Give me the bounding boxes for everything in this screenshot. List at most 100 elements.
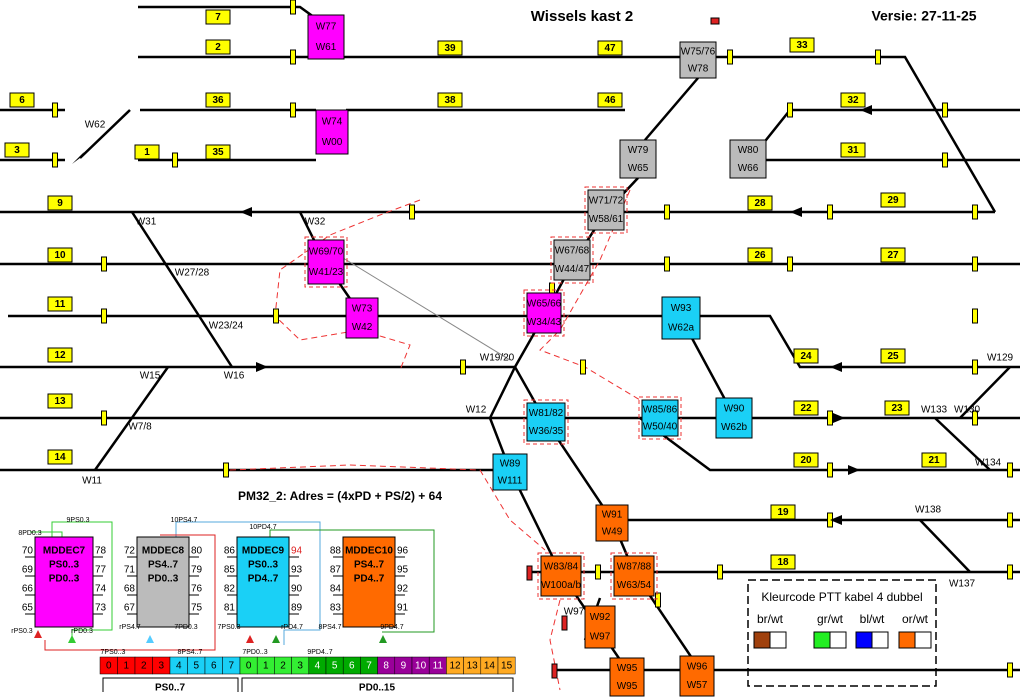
block-label: 11 (55, 299, 66, 310)
block-box (747, 247, 773, 263)
block-box (47, 195, 73, 211)
switch-label: W130 (954, 405, 981, 416)
pin-label: 90 (291, 584, 303, 595)
joint (101, 256, 107, 272)
pin-label: 66 (22, 584, 34, 595)
decoder-box (136, 536, 190, 628)
block-label: 31 (847, 145, 859, 156)
switch-box (641, 399, 679, 437)
joint (972, 256, 978, 272)
joint (787, 256, 793, 272)
legend-label: or/wt (902, 612, 929, 626)
wire-label: 7PD0.3 (174, 624, 197, 631)
decoder-box (34, 536, 94, 628)
joint (1007, 564, 1013, 580)
pin-label: 83 (330, 603, 342, 614)
bus-cell-label: 0 (106, 661, 112, 672)
switch-outline (638, 396, 682, 440)
switch-outline (550, 236, 594, 284)
bus-cell-label: 7 (228, 661, 234, 672)
switch-top: W71/72 (589, 195, 624, 206)
pin-label: 72 (124, 546, 136, 557)
link (329, 249, 511, 361)
joint (972, 308, 978, 324)
switch-label: W7/8 (128, 422, 152, 433)
switch-label: W137 (949, 579, 976, 590)
pin-label: 65 (22, 603, 34, 614)
block-label: 12 (54, 350, 66, 361)
legend-swatch (769, 631, 787, 649)
bus-cell-label: 2 (141, 661, 147, 672)
track (644, 77, 699, 141)
bus-cell-label: 1 (123, 661, 129, 672)
connector (34, 630, 42, 638)
block-label: 3 (14, 145, 20, 156)
switch-top: W87/88 (617, 561, 652, 572)
switch-box (595, 504, 629, 542)
joint (972, 410, 978, 426)
pin-label: 77 (95, 565, 107, 576)
bus-cell-label: 6 (211, 661, 217, 672)
joint (595, 564, 601, 580)
decoder-text: PS0..3 (49, 560, 79, 571)
block-box (770, 504, 796, 520)
decoder-text: PS4..7 (148, 560, 178, 571)
bus-label: 8PS4..7 (178, 649, 203, 656)
block-label: 36 (212, 95, 224, 106)
pin-label: 94 (291, 546, 303, 557)
connector (379, 635, 387, 643)
block-box (840, 142, 866, 158)
switch-bottom: W58/61 (589, 214, 624, 225)
joint (717, 564, 723, 580)
block-box (437, 40, 463, 56)
switch-outline (537, 552, 585, 600)
joint (827, 204, 833, 220)
joint (460, 359, 466, 375)
wire-label: 8PD0.3 (18, 530, 41, 537)
buffer-stop (526, 565, 533, 581)
wire-label: rPD4.7 (281, 624, 303, 631)
legend-swatch (898, 631, 916, 649)
pin-label: 73 (95, 603, 107, 614)
joint (290, 102, 296, 118)
switch-top: W89 (500, 458, 521, 469)
arrow (240, 207, 252, 217)
connector (146, 635, 154, 643)
switch-label: W129 (987, 353, 1014, 364)
switch-label: W19/20 (480, 353, 515, 364)
block-label: 10 (54, 250, 66, 261)
wire (44, 534, 216, 651)
track (130, 211, 234, 368)
block-box (205, 92, 231, 108)
pin-label: 96 (397, 546, 409, 557)
bus-cell-label: 3 (158, 661, 164, 672)
block-box (880, 192, 906, 208)
block-box (880, 348, 906, 364)
pin-label: 93 (291, 565, 303, 576)
block-label: 25 (887, 351, 899, 362)
switch-label: W31 (136, 217, 157, 228)
wire-label: 10PS4.7 (171, 517, 198, 524)
connector (68, 635, 76, 643)
switch-bottom: W100a/b (541, 580, 581, 591)
wire-label: rPS4.7 (119, 624, 141, 631)
arrow (830, 515, 842, 525)
bus-cell-label: 6 (349, 661, 355, 672)
pin-label: 75 (191, 603, 203, 614)
switch-box (307, 14, 345, 60)
block-box (47, 247, 73, 263)
pin-label: 81 (224, 603, 236, 614)
joint (787, 102, 793, 118)
switch-top: W83/84 (544, 561, 579, 572)
switch-bottom: W111 (498, 475, 523, 486)
switch-box (587, 189, 625, 231)
switch-label: W11 (82, 476, 102, 487)
bus-cell-label: 15 (501, 661, 513, 672)
pin-label: 87 (330, 565, 342, 576)
arrow (256, 362, 268, 372)
arrow (790, 207, 802, 217)
wire (269, 529, 435, 633)
joint (942, 102, 948, 118)
decoder-text: PS0..3 (248, 560, 278, 571)
